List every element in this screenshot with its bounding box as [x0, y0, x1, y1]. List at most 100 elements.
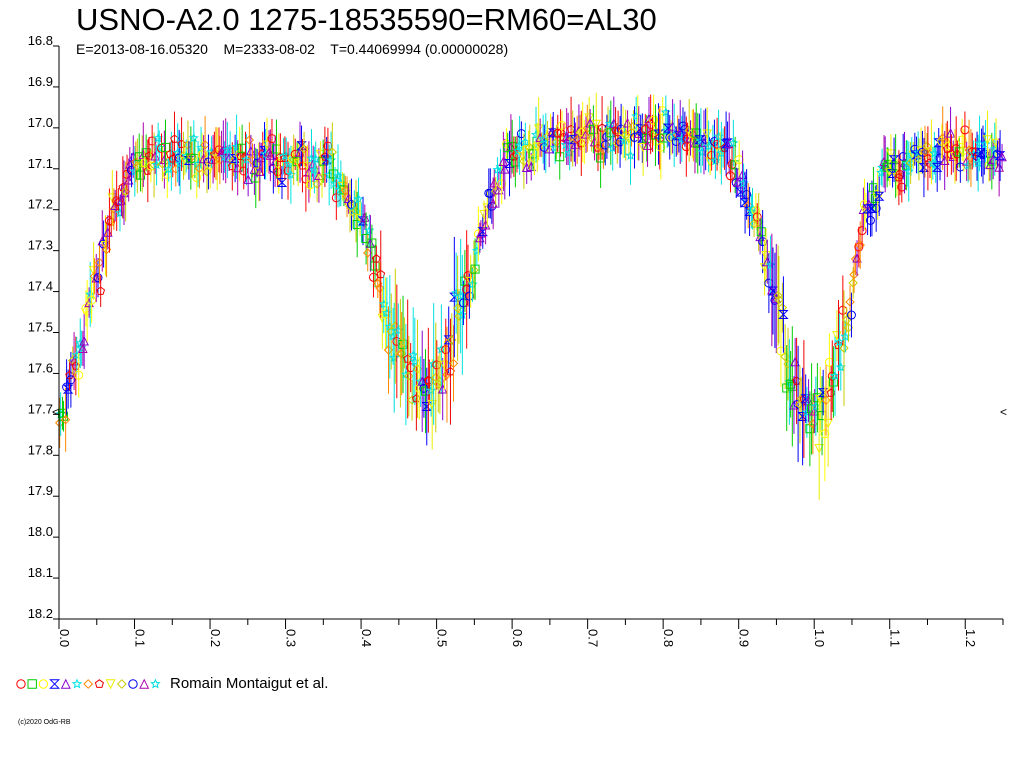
point-marker [160, 142, 170, 152]
point-marker [540, 137, 551, 148]
point-marker [625, 150, 636, 160]
data-point [79, 313, 89, 369]
data-point [96, 275, 106, 307]
point-marker [827, 371, 837, 381]
axes-layer: 16.8 16.9 17.0 17.1 17.2 17.3 17.4 17.5 17.6 17.7… [28, 33, 1004, 647]
point-marker [408, 349, 419, 360]
data-point [360, 204, 370, 230]
point-marker [991, 138, 1001, 149]
point-marker [442, 369, 452, 380]
point-marker [767, 286, 779, 296]
x-tick-label: 0.6 [510, 629, 525, 647]
data-point [702, 107, 712, 161]
point-marker [441, 345, 451, 355]
point-marker [964, 145, 974, 155]
data-point [337, 172, 348, 201]
point-marker [725, 171, 735, 181]
point-marker [203, 157, 213, 167]
point-marker [604, 118, 615, 129]
legend-marker [27, 679, 37, 689]
point-marker [276, 178, 288, 188]
point-marker [774, 294, 784, 305]
point-marker [997, 151, 1007, 162]
point-marker [873, 191, 885, 201]
data-point [353, 177, 364, 221]
point-marker [464, 291, 474, 301]
point-marker [557, 120, 567, 130]
point-marker [778, 310, 789, 320]
legend-marker [38, 679, 49, 689]
data-point [897, 171, 907, 203]
point-marker [165, 149, 175, 158]
point-marker [488, 198, 498, 208]
point-marker [244, 135, 255, 145]
y-tick-label: 18.0 [28, 524, 53, 539]
data-point [388, 307, 399, 365]
point-marker [973, 157, 984, 168]
point-marker [312, 179, 322, 189]
data-point [814, 396, 824, 501]
point-marker [60, 415, 71, 425]
point-marker [839, 343, 849, 353]
point-marker [616, 124, 626, 134]
point-marker [112, 196, 122, 206]
data-point [725, 159, 735, 193]
legend-marker [71, 678, 83, 689]
x-tick-label: 0.8 [661, 629, 676, 647]
data-point [276, 165, 288, 200]
data-point [408, 307, 419, 404]
data-point [656, 115, 666, 180]
data-point [499, 138, 510, 200]
data-point [939, 130, 950, 190]
point-marker [886, 149, 896, 160]
right-edge-marker: < [1000, 405, 1008, 419]
data-point [742, 169, 752, 220]
point-marker [490, 186, 501, 197]
point-marker [821, 395, 831, 405]
y-tick-label: 16.9 [28, 74, 53, 89]
data-point [873, 176, 885, 217]
data-point [994, 138, 1004, 197]
data-point [249, 143, 260, 195]
x-tick-label: 1.0 [812, 629, 827, 647]
point-marker [742, 189, 752, 199]
point-marker [591, 119, 602, 130]
point-marker [615, 137, 625, 147]
data-point [274, 133, 284, 194]
data-point [705, 149, 715, 175]
y-tick-label: 17.7 [28, 401, 53, 416]
data-point [857, 213, 867, 248]
point-marker [489, 177, 500, 188]
x-tick-label: 0.1 [133, 629, 148, 647]
data-point [78, 330, 88, 366]
point-marker [376, 269, 386, 279]
data-point [755, 218, 765, 255]
y-tick-label: 16.8 [28, 33, 53, 48]
point-marker [823, 418, 833, 429]
point-marker [247, 155, 258, 166]
point-marker [454, 311, 464, 322]
data-point [855, 221, 865, 269]
point-marker [829, 370, 840, 381]
data-point [845, 285, 855, 319]
point-marker [326, 155, 337, 165]
data-point [457, 254, 468, 375]
legend-marker [16, 679, 26, 689]
point-marker [765, 259, 776, 270]
point-marker [598, 145, 609, 155]
legend: Romain Montaigut et al. [16, 674, 328, 694]
legend-label: Romain Montaigut et al. [170, 675, 329, 692]
x-tick-label: 0.4 [359, 629, 374, 647]
point-marker [544, 143, 555, 154]
data-point [858, 187, 869, 232]
point-marker [914, 154, 924, 165]
point-marker [994, 162, 1004, 172]
point-marker [939, 155, 950, 165]
data-point [123, 158, 134, 202]
data-point [171, 151, 181, 187]
point-marker [761, 250, 771, 261]
data-point [555, 133, 565, 180]
point-marker [106, 217, 116, 226]
data-point [393, 303, 404, 358]
data-point [154, 130, 165, 166]
